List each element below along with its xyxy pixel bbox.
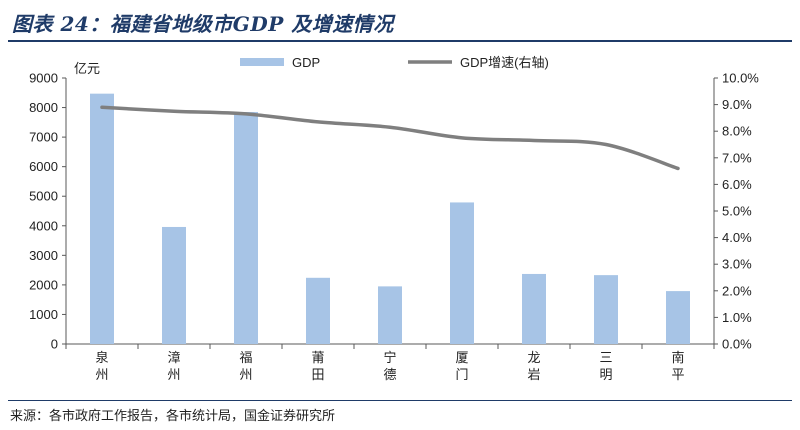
y-right-tick-label: 9.0% — [722, 97, 752, 112]
x-tick-label: 宁德 — [383, 350, 396, 383]
x-tick-label: 厦门 — [455, 351, 468, 383]
x-tick-label: 三明 — [599, 351, 612, 383]
source-note: 来源：各市政府工作报告，各市统计局，国金证券研究所 — [10, 409, 336, 424]
title-divider — [8, 40, 792, 42]
x-tick-label: 龙岩 — [527, 351, 540, 383]
y-right-tick-label: 5.0% — [722, 204, 752, 219]
y-right-tick-label: 10.0% — [722, 71, 759, 86]
y-left-tick-label: 1000 — [29, 307, 58, 322]
chart-title: 图表 24：福建省地级市GDP 及增速情况 — [12, 12, 394, 36]
gdp-bar — [162, 226, 186, 344]
y-left-tick-label: 6000 — [29, 159, 58, 174]
y-right-tick-label: 7.0% — [722, 150, 752, 165]
y-left-tick-label: 3000 — [29, 248, 58, 263]
gdp-bar — [90, 93, 114, 344]
y-right-tick-label: 4.0% — [722, 230, 752, 245]
y-left-tick-label: 0 — [51, 337, 58, 352]
chart-plot: 0 1000 2000 3000 4000 5000 6000 7000 8000 9000 0.0… — [29, 55, 759, 383]
x-tick-label: 福州 — [239, 351, 252, 383]
legend-label-gdp: GDP — [292, 55, 320, 70]
y-right-tick-label: 0.0% — [722, 337, 752, 352]
gdp-bar — [234, 111, 258, 344]
y-left-tick-label: 2000 — [29, 277, 58, 292]
gdp-bar — [594, 275, 618, 344]
gdp-bar — [666, 291, 690, 344]
y-left-unit-label: 亿元 — [74, 61, 100, 76]
y-left-tick-label: 4000 — [29, 218, 58, 233]
y-right-tick-label: 3.0% — [722, 257, 752, 272]
y-left-tick-label: 9000 — [29, 71, 58, 86]
gdp-bar — [450, 202, 474, 344]
y-right-tick-label: 1.0% — [722, 310, 752, 325]
gdp-bar — [378, 286, 402, 344]
gdp-growth-line — [100, 105, 680, 171]
x-tick-label: 南平 — [671, 350, 684, 383]
y-left-tick-label: 8000 — [29, 100, 58, 115]
y-right-tick-label: 6.0% — [722, 177, 752, 192]
source-divider — [8, 400, 792, 401]
x-tick-label: 泉州 — [95, 350, 108, 383]
x-tick-label: 莆田 — [311, 351, 324, 383]
gdp-bar — [306, 277, 330, 344]
y-right-tick-label: 8.0% — [722, 124, 752, 139]
legend-label-growth: GDP增速(右轴) — [460, 55, 549, 70]
y-left-tick-label: 5000 — [29, 189, 58, 204]
x-tick-label: 漳州 — [167, 350, 180, 383]
legend-swatch-gdp — [240, 58, 284, 66]
y-right-tick-label: 2.0% — [722, 283, 752, 298]
gdp-bar — [522, 273, 546, 344]
y-left-tick-label: 7000 — [29, 130, 58, 145]
